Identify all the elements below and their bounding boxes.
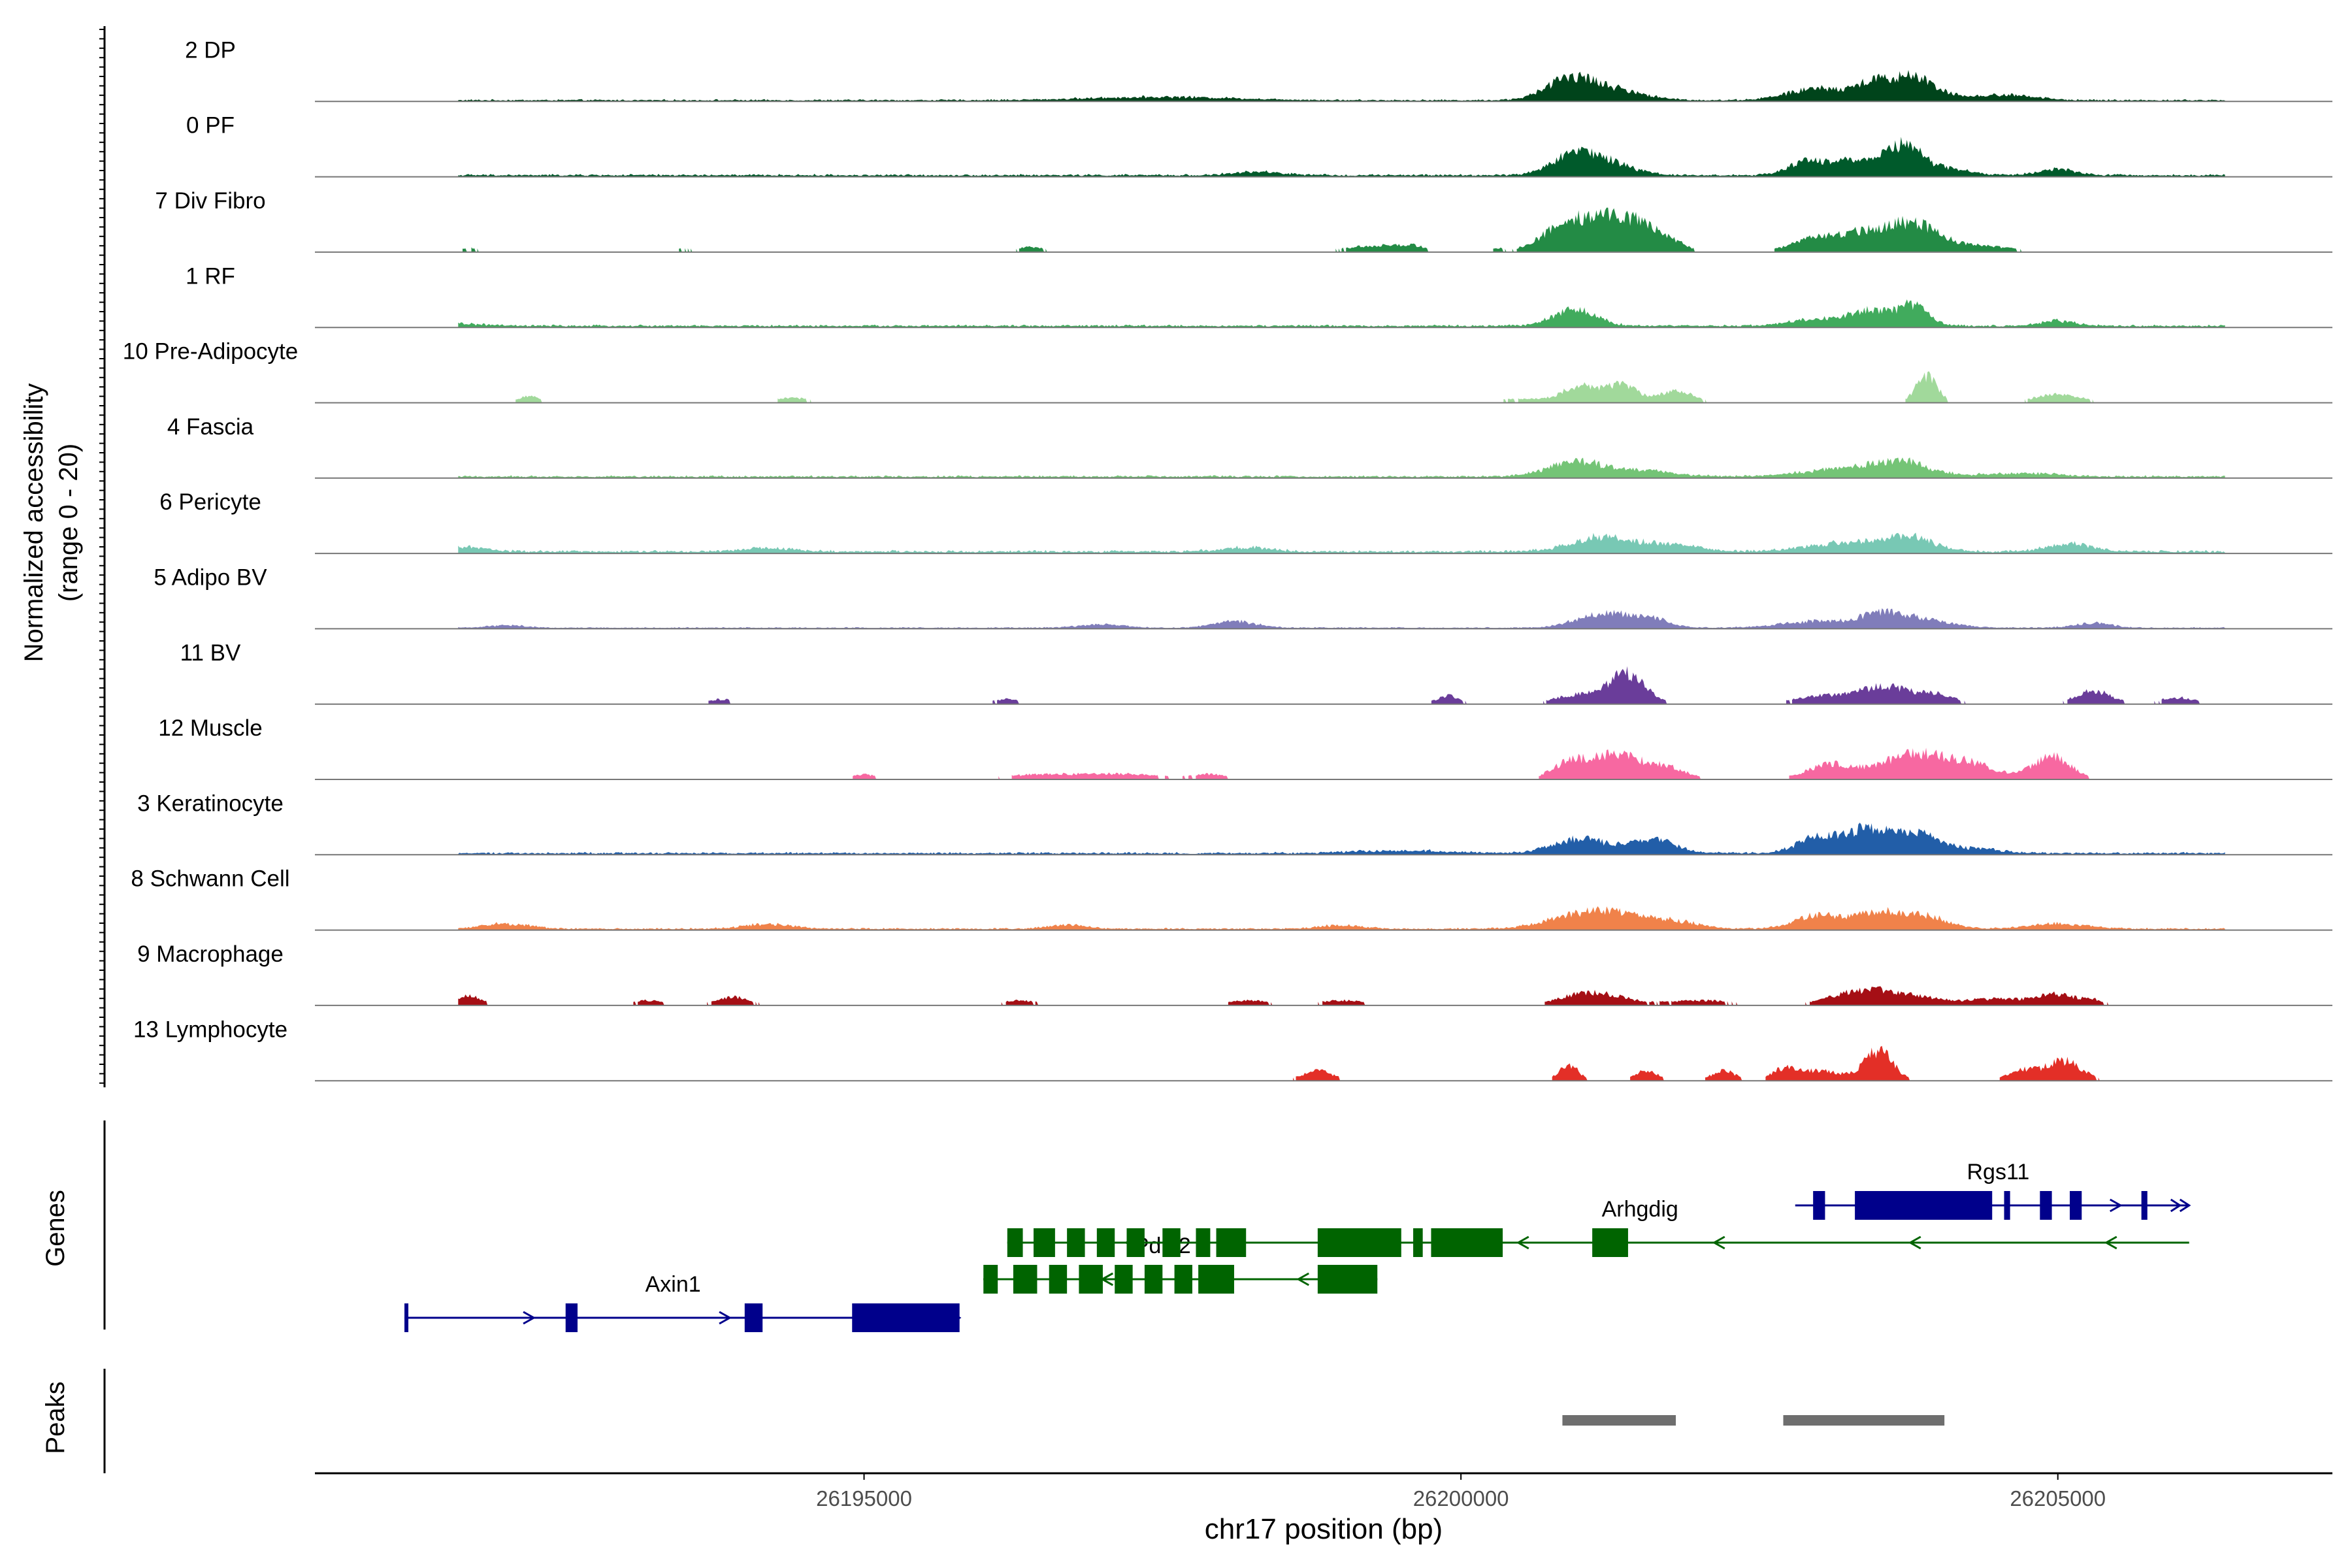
y-axis-title: Normalized accessibility <box>20 384 48 662</box>
coverage-area <box>515 371 2095 403</box>
coverage-track: 0 PF <box>186 113 2332 178</box>
coverage-area <box>458 906 2225 930</box>
gene-exon <box>2040 1191 2052 1220</box>
gene-exon <box>1096 1228 1115 1257</box>
track-label: 5 Adipo BV <box>154 565 267 591</box>
gene-exon <box>565 1303 578 1332</box>
coverage-area <box>458 608 2225 629</box>
coverage-area <box>458 986 2109 1005</box>
coverage-track: 8 Schwann Cell <box>131 866 2332 931</box>
strand-arrow <box>2170 1198 2191 1213</box>
track-label: 1 RF <box>186 263 235 289</box>
strand-arrow <box>1296 1272 1309 1286</box>
track-label: 12 Muscle <box>158 715 263 741</box>
coverage-area <box>708 666 2200 704</box>
strand-arrow <box>2104 1235 2117 1250</box>
gene-exon <box>1317 1228 1401 1257</box>
coverage-track: 7 Div Fibro <box>155 188 2332 253</box>
strand-arrow <box>1516 1235 1529 1250</box>
x-tick-label: 26195000 <box>816 1486 912 1511</box>
coverage-area <box>458 532 2225 554</box>
coverage-track: 2 DP <box>185 37 2332 103</box>
coverage-track: 11 BV <box>180 640 2332 705</box>
track-label: 2 DP <box>185 37 236 63</box>
coverage-area <box>463 207 2022 252</box>
track-label: 9 Macrophage <box>137 941 284 967</box>
gene-exon <box>2070 1191 2082 1220</box>
coverage-track: 12 Muscle <box>158 715 2332 780</box>
genes-panel: Axin1Pdia2ArhgdigRgs11 <box>103 1120 2191 1332</box>
x-axis-title: chr17 position (bp) <box>1205 1513 1443 1545</box>
track-label: 8 Schwann Cell <box>131 866 289 892</box>
track-label: 7 Div Fibro <box>155 188 265 214</box>
strand-arrow <box>1100 1272 1113 1286</box>
x-tick-label: 26205000 <box>2010 1486 2106 1511</box>
coverage-track: 3 Keratinocyte <box>137 791 2332 856</box>
gene-exon <box>744 1303 763 1332</box>
gene-label: Arhgdig <box>1602 1197 1678 1222</box>
coverage-area <box>853 747 2090 779</box>
coverage-track: 13 Lymphocyte <box>133 1017 2332 1082</box>
track-label: 10 Pre-Adipocyte <box>123 339 298 365</box>
x-tick-label: 26200000 <box>1413 1486 1509 1511</box>
gene-exon <box>1007 1228 1023 1257</box>
gene-model <box>983 1265 1378 1294</box>
track-label: 3 Keratinocyte <box>137 791 284 816</box>
gene-exon <box>1033 1228 1055 1257</box>
gene-exon <box>1196 1228 1211 1257</box>
coverage-area <box>458 70 2225 102</box>
strand-arrow <box>523 1311 536 1325</box>
gene-exon <box>1592 1228 1628 1257</box>
peaks-panel <box>103 1369 1945 1473</box>
y-axis-ticks <box>99 29 105 1084</box>
coverage-track: 4 Fascia <box>167 414 2332 479</box>
gene-exon <box>1216 1228 1247 1257</box>
gene-exon <box>1855 1191 1993 1220</box>
genes-panel-label: Genes <box>41 1190 70 1267</box>
coverage-area <box>458 457 2225 478</box>
coverage-panel: 2 DP 0 PF 7 Div Fibro 1 RF 10 Pre-Adipocyte 4… <box>99 26 2332 1088</box>
coverage-area <box>458 137 2225 177</box>
gene-model: Arhgdig <box>1007 1197 2189 1257</box>
track-label: 13 Lymphocyte <box>133 1017 287 1042</box>
gene-exon <box>1813 1191 1825 1220</box>
peak-region <box>1562 1415 1676 1426</box>
coverage-area <box>1293 1045 2100 1081</box>
gene-exon <box>1126 1228 1145 1257</box>
track-label: 4 Fascia <box>167 414 254 440</box>
gene-exon <box>1413 1228 1423 1257</box>
track-label: 11 BV <box>180 640 241 666</box>
y-axis-range-label: (range 0 - 20) <box>54 444 83 602</box>
gene-exon <box>1067 1228 1085 1257</box>
gene-exon <box>852 1303 960 1332</box>
coverage-area <box>458 823 2225 855</box>
track-label: 0 PF <box>186 113 235 139</box>
gene-exon <box>1162 1228 1181 1257</box>
coverage-track: 9 Macrophage <box>137 941 2332 1006</box>
x-axis: 26195000 26200000 26205000 <box>315 1472 2332 1511</box>
coverage-track: 5 Adipo BV <box>154 565 2332 630</box>
peaks-panel-label: Peaks <box>41 1381 70 1454</box>
strand-arrow <box>719 1311 732 1325</box>
gene-label: Rgs11 <box>1967 1160 2029 1184</box>
peak-region <box>1783 1415 1945 1426</box>
strand-arrow <box>1712 1235 1725 1250</box>
coverage-track: 6 Pericyte <box>159 489 2332 555</box>
gene-label: Axin1 <box>645 1272 701 1297</box>
coverage-track: 1 RF <box>186 263 2332 329</box>
gene-model: Rgs11 <box>1795 1160 2191 1220</box>
gene-exon <box>404 1303 409 1332</box>
gene-exon <box>1431 1228 1503 1257</box>
coverage-area <box>458 299 2225 328</box>
gene-exon <box>1317 1265 1378 1294</box>
coverage-track: 10 Pre-Adipocyte <box>123 339 2332 404</box>
gene-exon <box>2004 1191 2010 1220</box>
strand-arrow <box>1908 1235 1921 1250</box>
gene-exon <box>2141 1191 2148 1220</box>
track-label: 6 Pericyte <box>159 489 261 515</box>
strand-arrow <box>2110 1198 2123 1213</box>
gene-model: Axin1 <box>404 1272 962 1332</box>
